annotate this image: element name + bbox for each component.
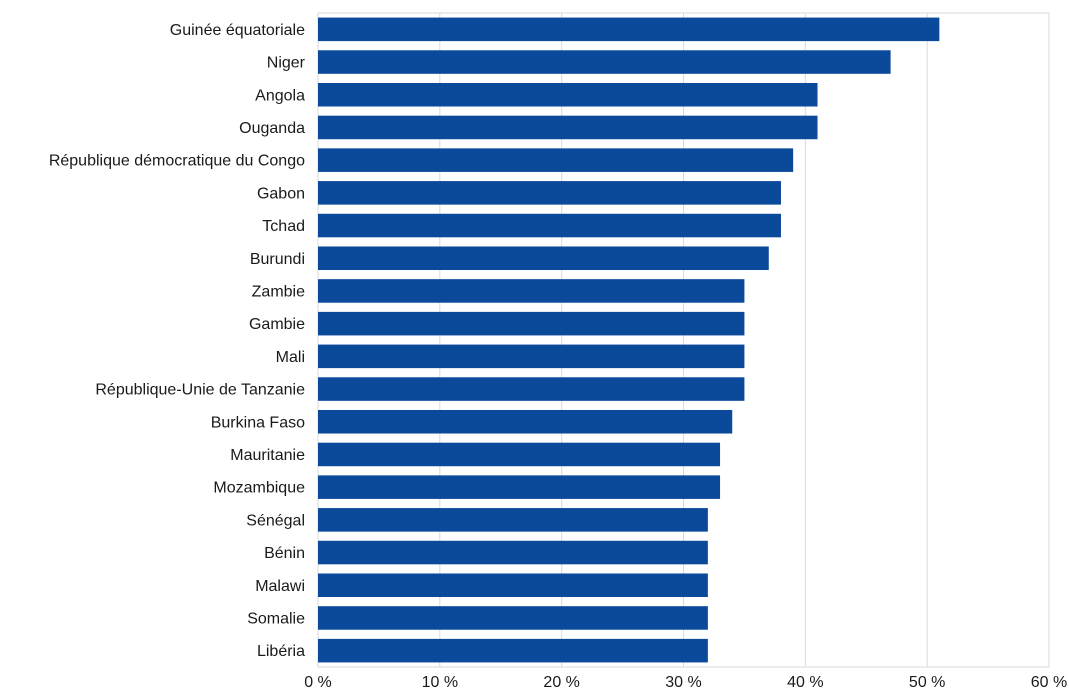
bar bbox=[318, 246, 769, 271]
category-label: Angola bbox=[255, 87, 305, 104]
category-label: République démocratique du Congo bbox=[49, 153, 305, 170]
category-label: Libéria bbox=[257, 643, 305, 660]
bars bbox=[318, 17, 940, 663]
x-tick-label: 20 % bbox=[543, 674, 579, 691]
bar bbox=[318, 442, 721, 467]
bar bbox=[318, 475, 721, 499]
bar bbox=[318, 148, 794, 172]
category-label: Guinée équatoriale bbox=[170, 22, 305, 39]
x-tick-label: 0 % bbox=[304, 674, 332, 691]
bar bbox=[318, 409, 733, 434]
category-label: Malawi bbox=[255, 578, 305, 595]
category-labels: Guinée équatoriale Niger Angola Ouganda Répu… bbox=[49, 22, 306, 660]
category-label: Mozambique bbox=[213, 480, 305, 497]
category-label: Gabon bbox=[257, 185, 305, 202]
category-label: Burkina Faso bbox=[211, 414, 305, 431]
x-tick-label: 30 % bbox=[665, 674, 701, 691]
bar bbox=[318, 638, 708, 663]
bar bbox=[318, 181, 781, 205]
category-label: Gambie bbox=[249, 316, 305, 333]
bar bbox=[318, 573, 708, 598]
x-tick-label: 40 % bbox=[787, 674, 823, 691]
bar bbox=[318, 377, 745, 401]
category-label: Burundi bbox=[250, 251, 305, 268]
bar bbox=[318, 213, 781, 238]
bar bbox=[318, 606, 708, 630]
x-tick-label: 10 % bbox=[422, 674, 458, 691]
category-label: Sénégal bbox=[246, 512, 305, 529]
bar bbox=[318, 50, 891, 74]
category-label: République-Unie de Tanzanie bbox=[95, 382, 305, 399]
category-label: Niger bbox=[267, 55, 306, 72]
gridlines bbox=[317, 12, 1050, 668]
bar bbox=[318, 82, 818, 107]
x-tick-label: 50 % bbox=[909, 674, 945, 691]
category-label: Zambie bbox=[252, 283, 305, 300]
bar bbox=[318, 344, 745, 369]
x-axis-tick-labels: 0 % 10 % 20 % 30 % 40 % 50 % 60 % bbox=[304, 674, 1067, 691]
category-label: Ouganda bbox=[239, 120, 305, 137]
bar bbox=[318, 540, 708, 565]
category-label: Tchad bbox=[262, 218, 305, 235]
category-label: Mali bbox=[276, 349, 305, 366]
bar bbox=[318, 17, 940, 42]
bar bbox=[318, 311, 745, 336]
bar bbox=[318, 508, 708, 532]
bar bbox=[318, 279, 745, 303]
category-label: Somalie bbox=[247, 610, 305, 627]
category-label: Mauritanie bbox=[230, 447, 305, 464]
x-tick-label: 60 % bbox=[1031, 674, 1067, 691]
bar bbox=[318, 115, 818, 140]
category-label: Bénin bbox=[264, 545, 305, 562]
